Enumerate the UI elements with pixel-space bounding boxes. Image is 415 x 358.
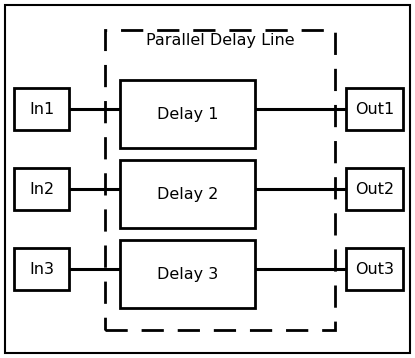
Bar: [14, 88, 69, 130]
Text: Delay 1: Delay 1: [157, 106, 218, 121]
Bar: [346, 168, 403, 210]
Text: In1: In1: [29, 102, 54, 116]
Text: Delay 2: Delay 2: [157, 187, 218, 202]
Bar: [346, 88, 403, 130]
Text: In2: In2: [29, 182, 54, 197]
Bar: [14, 248, 69, 290]
Text: In3: In3: [29, 261, 54, 276]
Bar: [120, 80, 255, 148]
Bar: [14, 168, 69, 210]
Bar: [120, 160, 255, 228]
Text: Out3: Out3: [355, 261, 394, 276]
Text: Out1: Out1: [355, 102, 394, 116]
Bar: [120, 240, 255, 308]
Bar: [346, 248, 403, 290]
Bar: [105, 30, 335, 330]
Text: Out2: Out2: [355, 182, 394, 197]
Text: Parallel Delay Line: Parallel Delay Line: [146, 33, 294, 48]
Text: Delay 3: Delay 3: [157, 266, 218, 281]
